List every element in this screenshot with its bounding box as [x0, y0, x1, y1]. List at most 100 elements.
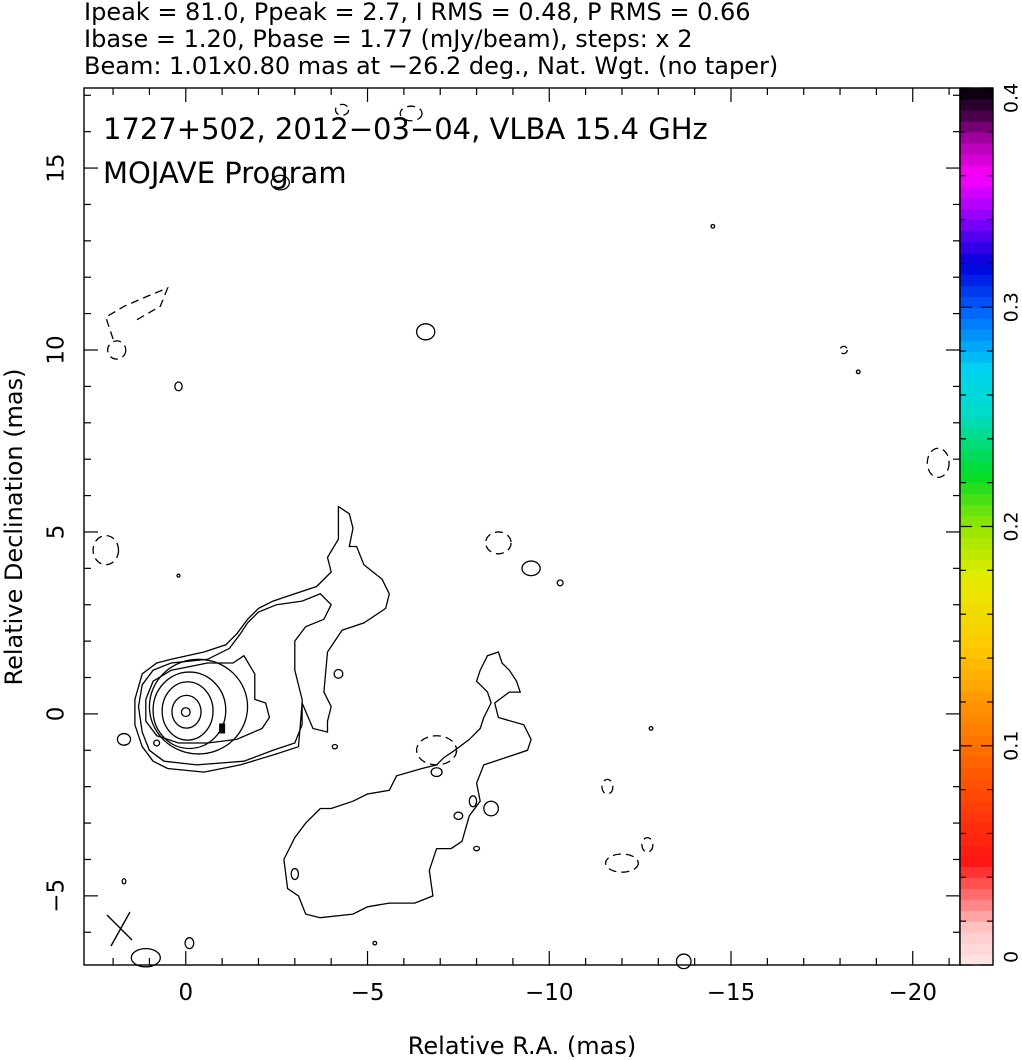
x-tick-label: −5	[351, 980, 385, 1006]
colorbar-segment	[960, 855, 993, 867]
colorbar-segment	[960, 625, 993, 637]
y-tick-label: 10	[44, 335, 70, 364]
colorbar-frame	[959, 87, 994, 966]
positive-island-contour	[483, 800, 500, 817]
colorbar-segment	[960, 120, 993, 133]
contour-layer	[92, 103, 950, 970]
colorbar-segment	[960, 614, 993, 626]
colorbar-segment	[960, 296, 993, 308]
colorbar-segment	[960, 888, 993, 900]
positive-island-contour	[116, 732, 132, 746]
colorbar-segment	[960, 449, 993, 462]
negative-island-contour	[92, 534, 120, 566]
colorbar-segment	[960, 570, 993, 582]
colorbar-segment	[960, 153, 993, 166]
negative-island-contour	[106, 340, 127, 360]
colorbar-segment	[960, 208, 993, 221]
x-tick-label: −20	[888, 980, 937, 1006]
colorbar-segment	[960, 932, 993, 944]
positive-island-contour	[556, 579, 564, 587]
colorbar-segment	[960, 844, 993, 856]
core-marker	[219, 723, 226, 734]
negative-contour-arc	[105, 286, 169, 340]
negative-island-contour	[641, 836, 654, 853]
colorbar-segment	[960, 438, 993, 451]
jet-contour-level-2	[145, 654, 271, 744]
colorbar-segment	[960, 833, 993, 846]
positive-island-contour	[521, 560, 541, 577]
colorbar-segment	[960, 756, 993, 769]
colorbar-segment	[960, 263, 993, 275]
colorbar-segment	[960, 515, 993, 528]
positive-island-contour	[710, 223, 716, 229]
colorbar-segment	[960, 745, 993, 758]
colorbar-segment	[960, 131, 993, 144]
positive-island-contour	[121, 878, 127, 885]
axis-ticks: 0 −5 −10 −15 −20 −5 0 5 10 15	[44, 88, 960, 1006]
colorbar-segment	[960, 954, 993, 966]
x-tick-label: 0	[178, 980, 193, 1006]
positive-island-contour	[153, 739, 161, 747]
colorbar-segment	[960, 241, 993, 254]
source-title: 1727+502, 2012−03−04, VLBA 15.4 GHz	[103, 112, 708, 146]
program-label: MOJAVE Program	[103, 156, 347, 190]
colorbar-segment	[960, 362, 993, 374]
jet-contour-level-1	[137, 593, 332, 766]
positive-island-contour	[290, 867, 300, 881]
negative-island-contour	[604, 853, 639, 873]
colorbar-segment	[960, 416, 993, 429]
negative-island-contour	[334, 103, 350, 116]
colorbar-segment	[960, 559, 993, 571]
colorbar-segment	[960, 658, 993, 670]
colorbar-segment	[960, 767, 993, 780]
positive-island-contour	[176, 573, 181, 578]
colorbar-segment	[960, 537, 993, 550]
colorbar-segment	[960, 647, 993, 659]
positive-island-contour	[333, 668, 344, 679]
jet-contour-level-0	[134, 505, 390, 773]
y-tick-label: −5	[44, 879, 70, 913]
positive-island-contour	[855, 369, 861, 375]
colorbar-segment	[960, 394, 993, 407]
colorbar-segment	[960, 88, 993, 100]
colorbar-segment	[960, 734, 993, 747]
y-tick-label: 0	[44, 707, 70, 722]
colorbar-segment	[960, 405, 993, 418]
colorbar-segment	[960, 383, 993, 396]
colorbar-segment	[960, 526, 993, 539]
positive-island-contour	[430, 767, 443, 778]
positive-island-contour	[453, 811, 464, 821]
plot-frame	[83, 87, 961, 966]
positive-island-contour	[473, 845, 481, 852]
colorbar-segment	[960, 340, 993, 352]
positive-island-contour	[130, 947, 161, 968]
colorbar-segment	[960, 482, 993, 495]
colorbar-segment	[960, 307, 993, 319]
colorbar-segment	[960, 877, 993, 889]
positive-island-contour	[270, 174, 291, 191]
core-contour	[180, 707, 191, 718]
positive-island-contour	[331, 743, 338, 750]
header-line-1: Ipeak = 81.0, Ppeak = 2.7, I RMS = 0.48,…	[84, 0, 751, 26]
colorbar-segment	[960, 197, 993, 210]
y-tick-label: 15	[44, 153, 70, 182]
core-contour	[171, 694, 202, 729]
header-line-2: Ibase = 1.20, Pbase = 1.77 (mJy/beam), s…	[84, 25, 693, 53]
positive-island-contour	[468, 795, 478, 808]
colorbar-segment	[960, 219, 993, 232]
colorbar-segment	[960, 98, 993, 111]
colorbar-segment	[960, 669, 993, 681]
header-line-3: Beam: 1.01x0.80 mas at −26.2 deg., Nat. …	[84, 52, 778, 80]
colorbar-segment	[960, 811, 993, 824]
colorbar-segment	[960, 351, 993, 363]
colorbar-segment	[960, 822, 993, 835]
negative-island-contour	[601, 778, 614, 795]
colorbar-segment	[960, 230, 993, 243]
colorbar-tick-label: 0	[1001, 951, 1022, 963]
colorbar-segment	[960, 712, 993, 725]
colorbar-segment	[960, 581, 993, 593]
colorbar-segment	[960, 504, 993, 517]
negative-island-contour	[839, 345, 848, 355]
colorbar-segment	[960, 910, 993, 922]
